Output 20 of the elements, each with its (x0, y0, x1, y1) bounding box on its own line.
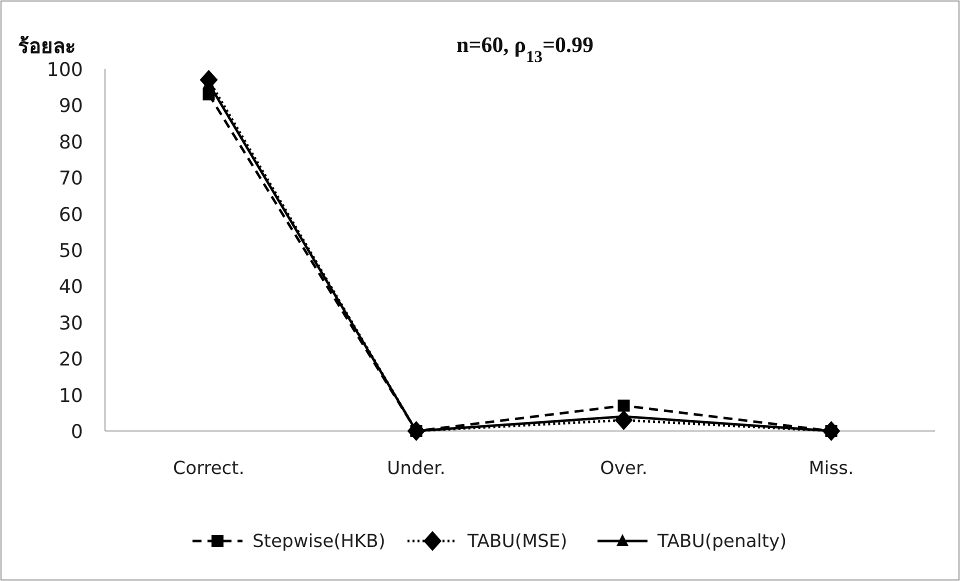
x-tick-label: Over. (600, 458, 648, 479)
chart-title: n=60, ρ$_{13}$=0.99 (456, 32, 594, 66)
y-tick-label: 70 (58, 168, 83, 190)
y-tick-label: 0 (70, 421, 83, 443)
y-tick-label: 80 (58, 131, 83, 154)
y-tick-label: 10 (58, 384, 83, 407)
legend-label: TABU(MSE) (466, 531, 568, 552)
y-tick-label: 20 (58, 348, 83, 371)
legend-label: Stepwise(HKB) (252, 531, 386, 552)
y-tick-label: 90 (58, 95, 83, 118)
y-tick-label: 30 (58, 312, 83, 334)
y-tick-label: 40 (58, 276, 83, 298)
y-tick-label: 100 (46, 59, 83, 81)
y-tick-label: 50 (58, 240, 83, 262)
x-tick-label: Correct. (173, 458, 244, 479)
y-axis-title: ร้อยละ (18, 34, 76, 58)
legend-label: TABU(penalty) (656, 531, 787, 552)
x-tick-label: Under. (386, 458, 446, 479)
x-tick-label: Miss. (808, 458, 854, 479)
y-tick-label: 60 (58, 204, 83, 226)
